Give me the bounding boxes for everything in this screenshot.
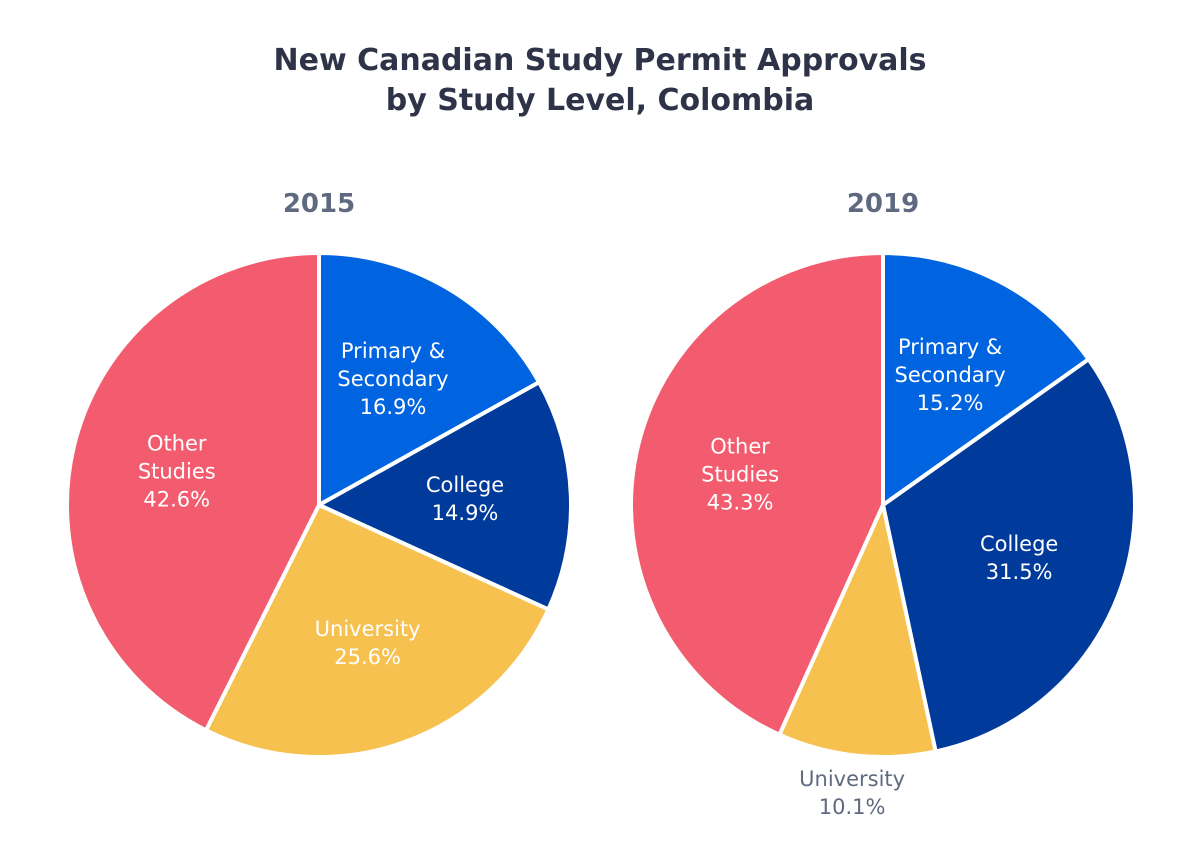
slice-category-label: University [799, 767, 905, 791]
slice-value-label: 43.3% [707, 490, 774, 514]
slice-value-label: 25.6% [334, 645, 401, 669]
pie-slice-college [317, 380, 573, 612]
pie-slice-university [777, 503, 938, 759]
slice-value-label: 31.5% [986, 560, 1053, 584]
pie-2015-subtitle: 2015 [283, 189, 355, 219]
slice-category-label: College [980, 532, 1058, 556]
pie-slice-primary-secondary [881, 251, 1091, 507]
pie-2015: Primary & Secondary 16.9% College 14.9% Unive… [65, 251, 573, 759]
slice-label: University 25.6% [315, 617, 421, 669]
pie-slice-other-studies [65, 251, 321, 733]
pie-slice-college [881, 357, 1137, 754]
pie-2019: Primary & Secondary 15.2% College 31.5% Unive… [629, 251, 1137, 819]
slice-category-label: College [426, 473, 504, 497]
slice-value-label: 42.6% [143, 487, 210, 511]
slice-category-label: Studies [138, 459, 216, 483]
chart-title-line-1: New Canadian Study Permit Approvals [273, 43, 926, 78]
slice-category-label: Primary & [341, 339, 445, 363]
chart-title-line-2: by Study Level, Colombia [386, 83, 815, 118]
slice-category-label: Secondary [337, 367, 448, 391]
slice-category-label: Other [710, 434, 770, 458]
slice-category-label: University [315, 617, 421, 641]
slice-value-label: 16.9% [360, 395, 427, 419]
slice-label: College 14.9% [426, 473, 504, 525]
slice-category-label: Other [147, 431, 207, 455]
slice-label: Other Studies 43.3% [701, 434, 779, 514]
pie-slice-other-studies [629, 251, 885, 737]
pie-slice-primary-secondary [317, 251, 542, 507]
slice-value-label: 14.9% [432, 501, 499, 525]
slice-category-label: Primary & [898, 335, 1002, 359]
slice-label: Other Studies 42.6% [138, 431, 216, 511]
slice-value-label: 15.2% [917, 391, 984, 415]
slice-category-label: Studies [701, 462, 779, 486]
slice-value-label: 10.1% [819, 795, 886, 819]
slice-label: College 31.5% [980, 532, 1058, 584]
slice-label: Primary & Secondary 15.2% [895, 335, 1006, 415]
pie-slice-university [204, 503, 551, 759]
slice-label: University 10.1% [799, 767, 905, 819]
slice-label: Primary & Secondary 16.9% [337, 339, 448, 419]
slice-category-label: Secondary [895, 363, 1006, 387]
pie-2019-subtitle: 2019 [847, 189, 919, 219]
